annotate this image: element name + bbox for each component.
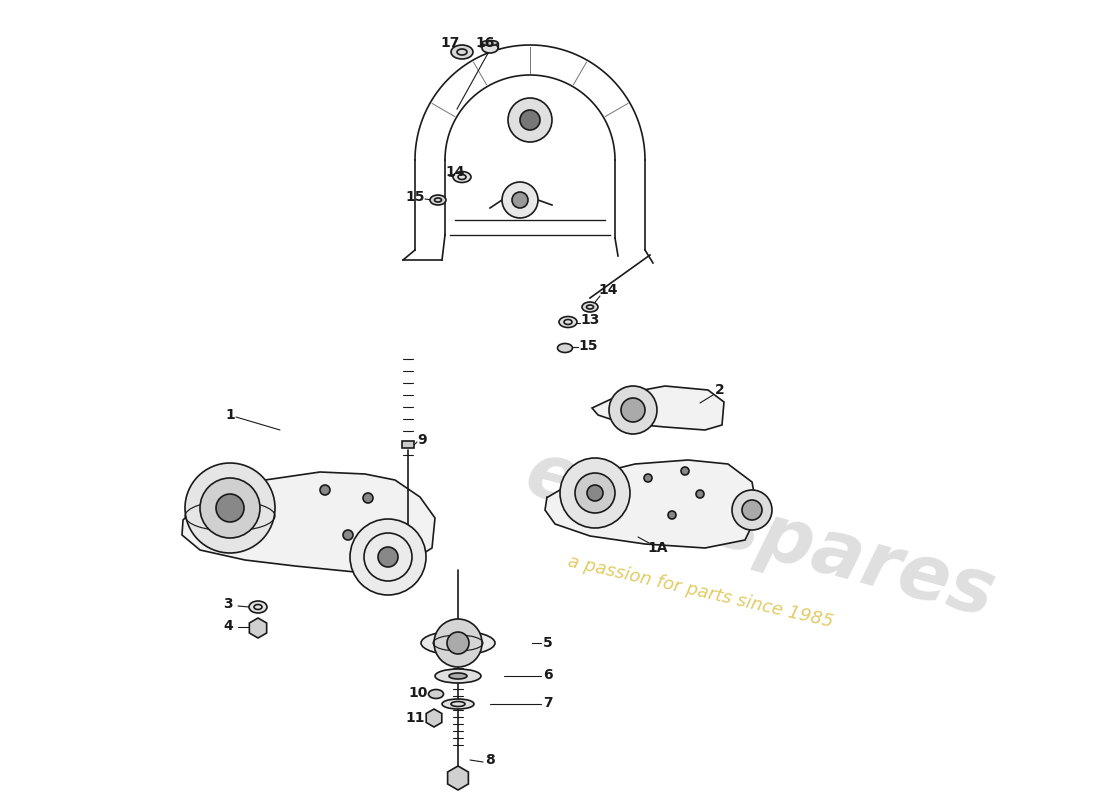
Text: 16: 16	[475, 36, 495, 50]
Polygon shape	[544, 460, 758, 548]
Circle shape	[185, 463, 275, 553]
Ellipse shape	[482, 41, 498, 46]
Circle shape	[668, 511, 676, 519]
Circle shape	[508, 98, 552, 142]
Text: 13: 13	[581, 313, 600, 327]
Circle shape	[363, 493, 373, 503]
Circle shape	[320, 485, 330, 495]
Text: 6: 6	[543, 668, 553, 682]
Text: 9: 9	[417, 433, 427, 447]
Polygon shape	[182, 472, 434, 572]
Text: 11: 11	[405, 711, 425, 725]
Text: 7: 7	[543, 696, 553, 710]
Text: eurospares: eurospares	[517, 437, 1003, 634]
Text: 3: 3	[223, 597, 233, 611]
Circle shape	[644, 474, 652, 482]
Text: 1: 1	[226, 408, 235, 422]
Ellipse shape	[429, 690, 443, 698]
Text: 17: 17	[440, 36, 460, 50]
Circle shape	[621, 398, 645, 422]
Text: 2: 2	[715, 383, 725, 397]
Circle shape	[343, 530, 353, 540]
Circle shape	[216, 494, 244, 522]
Text: 15: 15	[579, 339, 597, 353]
Ellipse shape	[430, 195, 446, 205]
Circle shape	[520, 110, 540, 130]
Text: 14: 14	[598, 283, 618, 297]
Circle shape	[200, 478, 260, 538]
Circle shape	[560, 458, 630, 528]
Circle shape	[447, 632, 469, 654]
Circle shape	[696, 490, 704, 498]
Circle shape	[681, 467, 689, 475]
Circle shape	[742, 500, 762, 520]
Circle shape	[434, 619, 482, 667]
Circle shape	[575, 473, 615, 513]
Ellipse shape	[482, 43, 498, 53]
Circle shape	[350, 519, 426, 595]
Text: a passion for parts since 1985: a passion for parts since 1985	[565, 553, 835, 631]
Ellipse shape	[582, 302, 598, 312]
Ellipse shape	[451, 45, 473, 59]
Circle shape	[609, 386, 657, 434]
Text: 4: 4	[223, 619, 233, 633]
Text: 15: 15	[405, 190, 425, 204]
Text: 10: 10	[408, 686, 428, 700]
Ellipse shape	[453, 171, 471, 182]
FancyBboxPatch shape	[402, 441, 414, 448]
Text: 1A: 1A	[648, 541, 669, 555]
Ellipse shape	[449, 673, 468, 679]
Polygon shape	[592, 386, 724, 430]
Ellipse shape	[421, 631, 495, 655]
Ellipse shape	[442, 699, 474, 709]
Text: 8: 8	[485, 753, 495, 767]
Circle shape	[587, 485, 603, 501]
Text: 14: 14	[446, 165, 464, 179]
Ellipse shape	[559, 317, 578, 327]
Circle shape	[502, 182, 538, 218]
Ellipse shape	[558, 343, 572, 353]
Circle shape	[378, 547, 398, 567]
Circle shape	[512, 192, 528, 208]
Circle shape	[732, 490, 772, 530]
Ellipse shape	[249, 601, 267, 613]
Text: 5: 5	[543, 636, 553, 650]
Ellipse shape	[434, 669, 481, 683]
